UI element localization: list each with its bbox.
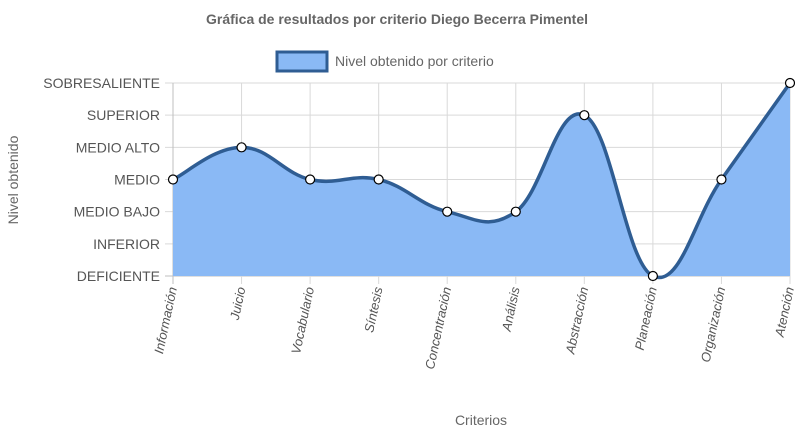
data-point[interactable] (442, 206, 453, 217)
x-tick-label: Síntesis (361, 285, 385, 334)
y-tick-label: MEDIO BAJO (74, 204, 160, 220)
x-tick-label: Organización (698, 286, 729, 364)
data-point[interactable] (167, 174, 179, 185)
data-point[interactable] (305, 174, 316, 185)
y-tick-label: SOBRESALIENTE (43, 75, 160, 91)
data-point[interactable] (510, 206, 521, 217)
data-point[interactable] (716, 174, 727, 185)
legend[interactable]: Nivel obtenido por criterio (275, 50, 494, 73)
x-tick-label: Vocabulario (288, 286, 317, 356)
data-point[interactable] (579, 110, 590, 121)
y-tick-label: MEDIO (114, 172, 160, 188)
x-tick-label: Atención (772, 286, 795, 340)
data-point[interactable] (373, 174, 384, 185)
x-tick-label: Abstracción (562, 286, 591, 357)
series-area-fill (173, 83, 790, 278)
x-tick-label: Concentración (422, 286, 454, 371)
x-tick-label: Análisis (499, 285, 523, 333)
y-axis-title: Nivel obtenido (5, 135, 21, 224)
legend-label: Nivel obtenido por criterio (335, 53, 494, 69)
y-axis-ticks: DEFICIENTE INFERIOR MEDIO BAJO MEDIO MEDIO A… (43, 75, 160, 284)
y-tick-label: DEFICIENTE (77, 268, 160, 284)
y-tick-label: MEDIO ALTO (76, 139, 160, 155)
x-tick-label: Planeación (632, 286, 660, 352)
data-point[interactable] (236, 142, 247, 153)
x-axis-title: Criterios (455, 412, 507, 428)
y-tick-label: SUPERIOR (87, 107, 160, 123)
legend-swatch (275, 50, 329, 73)
x-tick-label: Juicio (227, 286, 249, 323)
x-axis-ticks: Información Juicio Vocabulario Síntesis Conc… (151, 285, 795, 371)
data-point[interactable] (784, 77, 795, 89)
y-tick-label: INFERIOR (93, 236, 160, 252)
series-area (172, 81, 792, 280)
data-point[interactable] (647, 270, 658, 282)
chart-title: Gráfica de resultados por criterio Diego… (206, 11, 588, 27)
x-tick-label: Información (151, 286, 180, 356)
series-line (172, 81, 792, 280)
data-points (167, 77, 795, 282)
